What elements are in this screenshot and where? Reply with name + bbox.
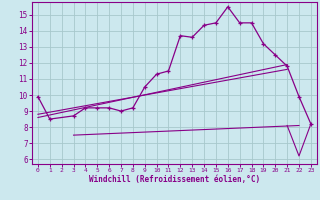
- X-axis label: Windchill (Refroidissement éolien,°C): Windchill (Refroidissement éolien,°C): [89, 175, 260, 184]
